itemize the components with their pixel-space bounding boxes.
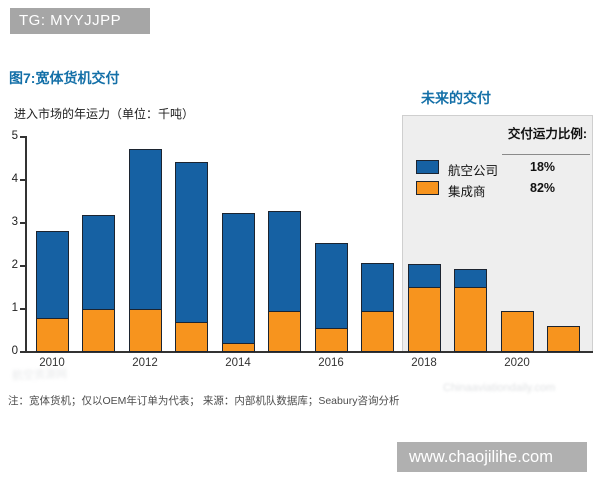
y-tick bbox=[20, 351, 26, 353]
y-axis-line bbox=[25, 136, 27, 353]
bar-segment-integrators-2021 bbox=[547, 326, 580, 352]
y-tick-label: 0 bbox=[11, 345, 18, 357]
bar-segment-airlines-2019 bbox=[454, 269, 487, 288]
bar-segment-integrators-2013 bbox=[175, 322, 208, 352]
legend-row-airlines: 航空公司 18% bbox=[403, 160, 592, 178]
bar-segment-integrators-2011 bbox=[82, 309, 115, 352]
y-tick bbox=[20, 179, 26, 181]
y-tick-label: 1 bbox=[11, 302, 18, 314]
legend-row-integrators: 集成商 82% bbox=[403, 181, 592, 199]
bar-segment-airlines-2017 bbox=[361, 263, 394, 312]
bar-segment-integrators-2016 bbox=[315, 328, 348, 352]
legend-divider bbox=[502, 154, 590, 155]
bar-segment-integrators-2020 bbox=[501, 311, 534, 352]
bar-segment-airlines-2011 bbox=[82, 215, 115, 310]
footnote: 注：宽体货机；仅以OEM年订单为代表； 来源：内部机队数据库；Seabury咨询… bbox=[8, 395, 400, 407]
bar-segment-integrators-2017 bbox=[361, 311, 394, 352]
legend-swatch-airlines bbox=[416, 160, 439, 174]
y-tick bbox=[20, 308, 26, 310]
bar-segment-airlines-2010 bbox=[36, 231, 69, 319]
x-tick-label-2020: 2020 bbox=[504, 357, 530, 369]
bar-segment-integrators-2019 bbox=[454, 287, 487, 352]
bar-segment-integrators-2010 bbox=[36, 318, 69, 352]
bar-segment-airlines-2012 bbox=[129, 149, 162, 310]
y-tick bbox=[20, 265, 26, 267]
bar-segment-integrators-2014 bbox=[222, 343, 255, 352]
y-tick-label: 4 bbox=[11, 173, 18, 185]
future-panel: 交付运力比例: 航空公司 18% 集成商 82% bbox=[402, 115, 593, 352]
chart-title: 图7:宽体货机交付 bbox=[9, 70, 120, 86]
y-axis-caption: 进入市场的年运力（单位：千吨） bbox=[14, 107, 195, 121]
bar-segment-airlines-2013 bbox=[175, 162, 208, 323]
site-watermark-bar: www.chaojilihe.com bbox=[397, 442, 587, 472]
bar-segment-airlines-2015 bbox=[268, 211, 301, 312]
x-tick-label-2018: 2018 bbox=[411, 357, 437, 369]
x-tick-label-2012: 2012 bbox=[132, 357, 158, 369]
x-axis-line bbox=[25, 351, 593, 353]
y-tick bbox=[20, 136, 26, 138]
x-tick-label-2010: 2010 bbox=[39, 357, 65, 369]
legend-title: 交付运力比例: bbox=[507, 127, 587, 141]
legend-label-integrators: 集成商 bbox=[448, 185, 486, 199]
legend-value-airlines: 18% bbox=[530, 160, 556, 174]
watermark-left-blur: 航空资源网 bbox=[11, 368, 68, 382]
y-tick-label: 5 bbox=[11, 130, 18, 142]
bar-segment-airlines-2018 bbox=[408, 264, 441, 288]
legend-value-integrators: 82% bbox=[530, 181, 556, 195]
bar-segment-airlines-2016 bbox=[315, 243, 348, 329]
bar-segment-airlines-2014 bbox=[222, 213, 255, 344]
tg-badge: TG: MYYJJPP bbox=[10, 8, 150, 34]
y-tick-label: 3 bbox=[11, 216, 18, 228]
watermark-right-blur: Chinaaviationdaily.com bbox=[443, 382, 556, 394]
future-deliveries-label: 未来的交付 bbox=[421, 90, 491, 106]
y-tick-label: 2 bbox=[11, 259, 18, 271]
bar-segment-integrators-2015 bbox=[268, 311, 301, 352]
x-tick-label-2016: 2016 bbox=[318, 357, 344, 369]
bar-segment-integrators-2012 bbox=[129, 309, 162, 352]
x-tick-label-2014: 2014 bbox=[225, 357, 251, 369]
legend-swatch-integrators bbox=[416, 181, 439, 195]
legend-label-airlines: 航空公司 bbox=[448, 164, 499, 178]
bar-segment-integrators-2018 bbox=[408, 287, 441, 352]
y-tick bbox=[20, 222, 26, 224]
